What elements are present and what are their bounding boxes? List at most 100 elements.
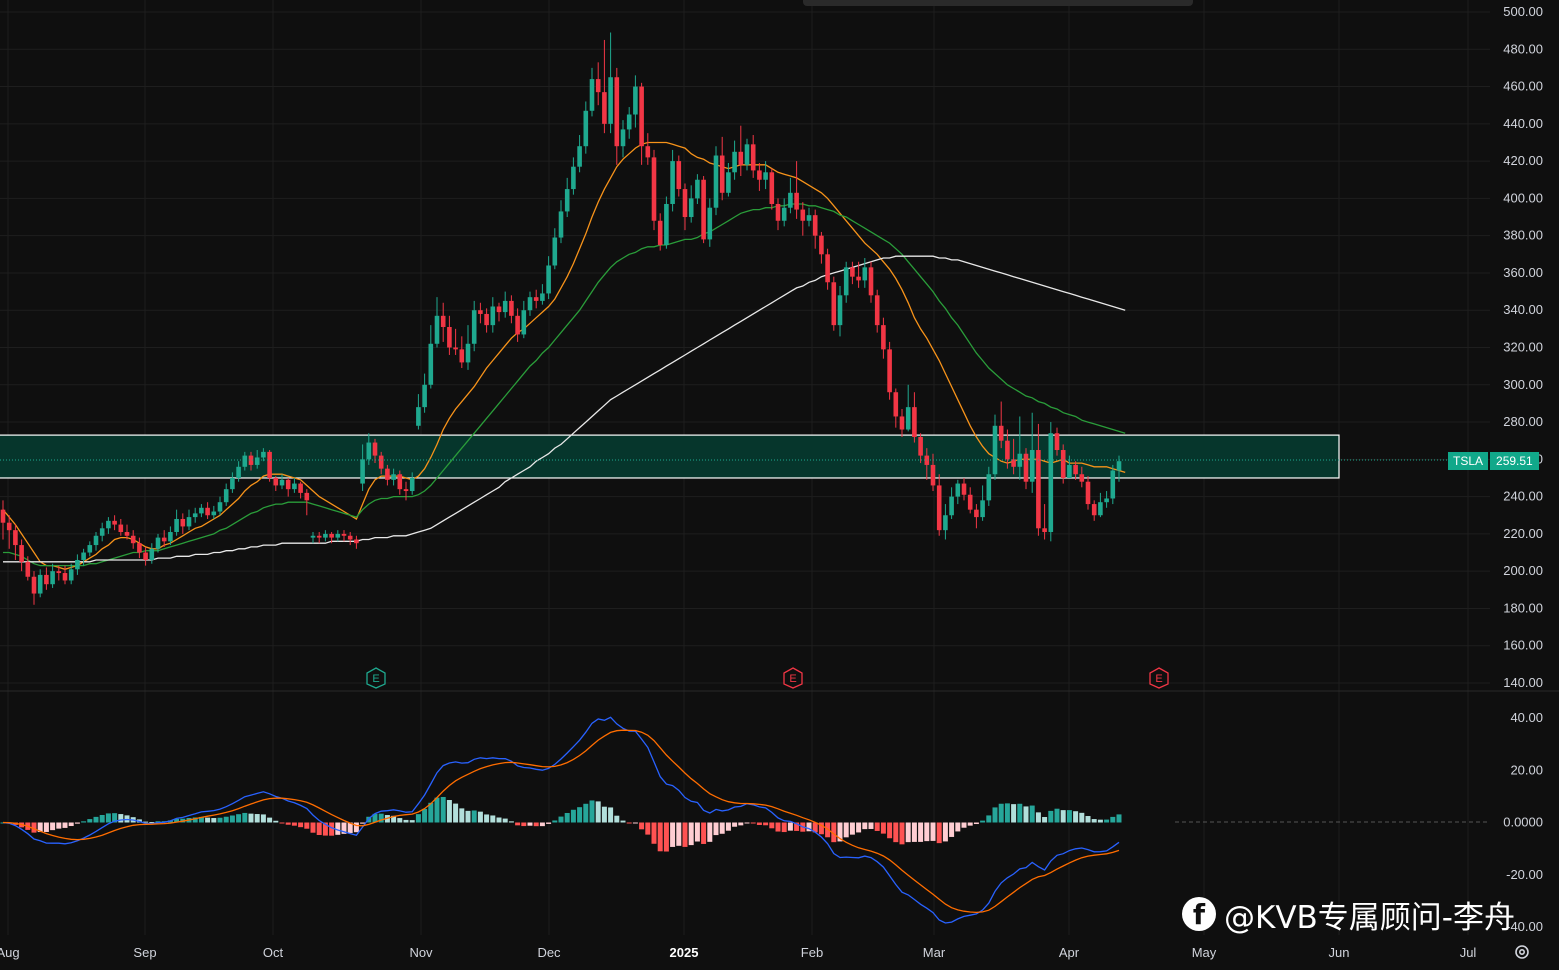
price-tick-label: 480.00: [1503, 41, 1543, 56]
macd-histogram-bar: [440, 796, 446, 823]
macd-axis[interactable]: 40.00 20.00 0.0000 -20.00 -40.00: [1503, 710, 1543, 934]
candle-body: [112, 520, 117, 525]
candle: [676, 155, 682, 197]
candle-body: [397, 474, 403, 490]
candle: [6, 515, 12, 549]
candle: [230, 472, 235, 493]
candle: [409, 472, 415, 495]
candle-body: [639, 86, 644, 147]
candle-body: [577, 146, 582, 167]
candle: [695, 174, 700, 204]
macd-histogram-bar: [260, 814, 266, 823]
macd-histogram-bar: [459, 808, 465, 823]
candle: [130, 530, 136, 549]
toolbar-strip[interactable]: [803, 0, 1193, 6]
candle-body: [304, 492, 310, 501]
macd-histogram-bar: [223, 816, 229, 823]
candle: [261, 448, 266, 462]
candle-body: [19, 545, 24, 562]
macd-histogram-bar: [149, 822, 155, 824]
macd-histogram-bar: [936, 822, 942, 844]
candle-body: [323, 533, 328, 538]
candle-body: [416, 407, 421, 426]
price-tick-label: 360.00: [1503, 265, 1543, 280]
macd-histogram-bar: [192, 817, 198, 823]
candle: [850, 261, 855, 285]
macd-histogram-bar: [961, 822, 967, 828]
macd-histogram-bar: [422, 808, 428, 823]
candle-body: [434, 315, 440, 344]
earnings-marker[interactable]: E: [783, 667, 803, 689]
macd-tick-label: -40.00: [1506, 919, 1543, 934]
candle-body: [546, 265, 551, 294]
candle-body: [757, 170, 762, 180]
month-label: Mar: [923, 945, 946, 960]
candle: [781, 198, 787, 227]
candle-body: [87, 545, 93, 553]
macd-histogram-bar: [273, 820, 279, 823]
macd-histogram-bar: [434, 797, 440, 823]
candle-body: [199, 507, 204, 514]
candle: [143, 546, 148, 566]
candle-body: [738, 151, 744, 165]
candle: [955, 479, 961, 505]
macd-histogram-bar: [856, 822, 862, 833]
macd-histogram-bar: [849, 822, 855, 835]
candle: [0, 500, 6, 540]
gear-icon[interactable]: [1513, 943, 1531, 961]
candle-body: [37, 574, 43, 594]
candle: [949, 487, 954, 519]
candle: [453, 328, 458, 355]
candle: [168, 526, 173, 546]
macd-histogram-bar: [620, 820, 626, 823]
last-price-value: 259.51: [1490, 452, 1539, 470]
candle: [502, 291, 508, 318]
candle-body: [1023, 453, 1029, 482]
macd-histogram-bar: [1066, 810, 1072, 823]
candle: [750, 135, 756, 178]
candle-body: [478, 310, 483, 314]
macd-histogram-bar: [973, 822, 979, 825]
candle-body: [899, 416, 905, 430]
candle-body: [341, 533, 347, 536]
candle-body: [955, 483, 961, 497]
candle: [285, 477, 291, 497]
candle: [726, 162, 731, 197]
macd-histogram-bar: [887, 822, 893, 839]
macd-histogram-bar: [329, 822, 335, 836]
month-label: 2025: [670, 945, 699, 960]
candle-body: [502, 300, 508, 313]
time-axis[interactable]: Aug Sep Oct Nov Dec 2025 Feb Mar Apr May Jun Jul: [0, 945, 1476, 960]
candle-body: [732, 151, 737, 173]
symbol-label: TSLA: [1448, 452, 1489, 470]
candle: [440, 302, 446, 342]
earnings-marker[interactable]: E: [1149, 667, 1169, 689]
earnings-badge: [366, 667, 386, 689]
macd-panel: [0, 716, 1122, 924]
candle: [670, 149, 675, 212]
last-price-tag: TSLA 259.51: [1448, 452, 1539, 470]
candle: [812, 209, 818, 249]
candle: [496, 302, 502, 322]
candle-body: [912, 407, 917, 437]
candle-body: [515, 315, 520, 335]
moving-averages: [2, 141, 1126, 570]
macd-histogram-bar: [1017, 803, 1023, 823]
candle-body: [887, 349, 892, 393]
candle: [161, 530, 167, 547]
earnings-marker[interactable]: E: [366, 667, 386, 689]
macd-histogram-bar: [353, 822, 359, 833]
macd-histogram-bar: [794, 822, 800, 831]
price-axis[interactable]: 500.00 480.00 460.00 440.00 420.00 400.00 380.…: [1503, 4, 1543, 690]
earnings-label: E: [372, 673, 379, 685]
candle-body: [819, 235, 824, 255]
candle-body: [552, 237, 558, 266]
macd-histogram-bar: [905, 822, 911, 843]
candle: [292, 477, 297, 493]
candle: [180, 513, 186, 534]
candle: [385, 464, 390, 486]
price-tick-label: 140.00: [1503, 675, 1543, 690]
candle: [1029, 412, 1035, 493]
